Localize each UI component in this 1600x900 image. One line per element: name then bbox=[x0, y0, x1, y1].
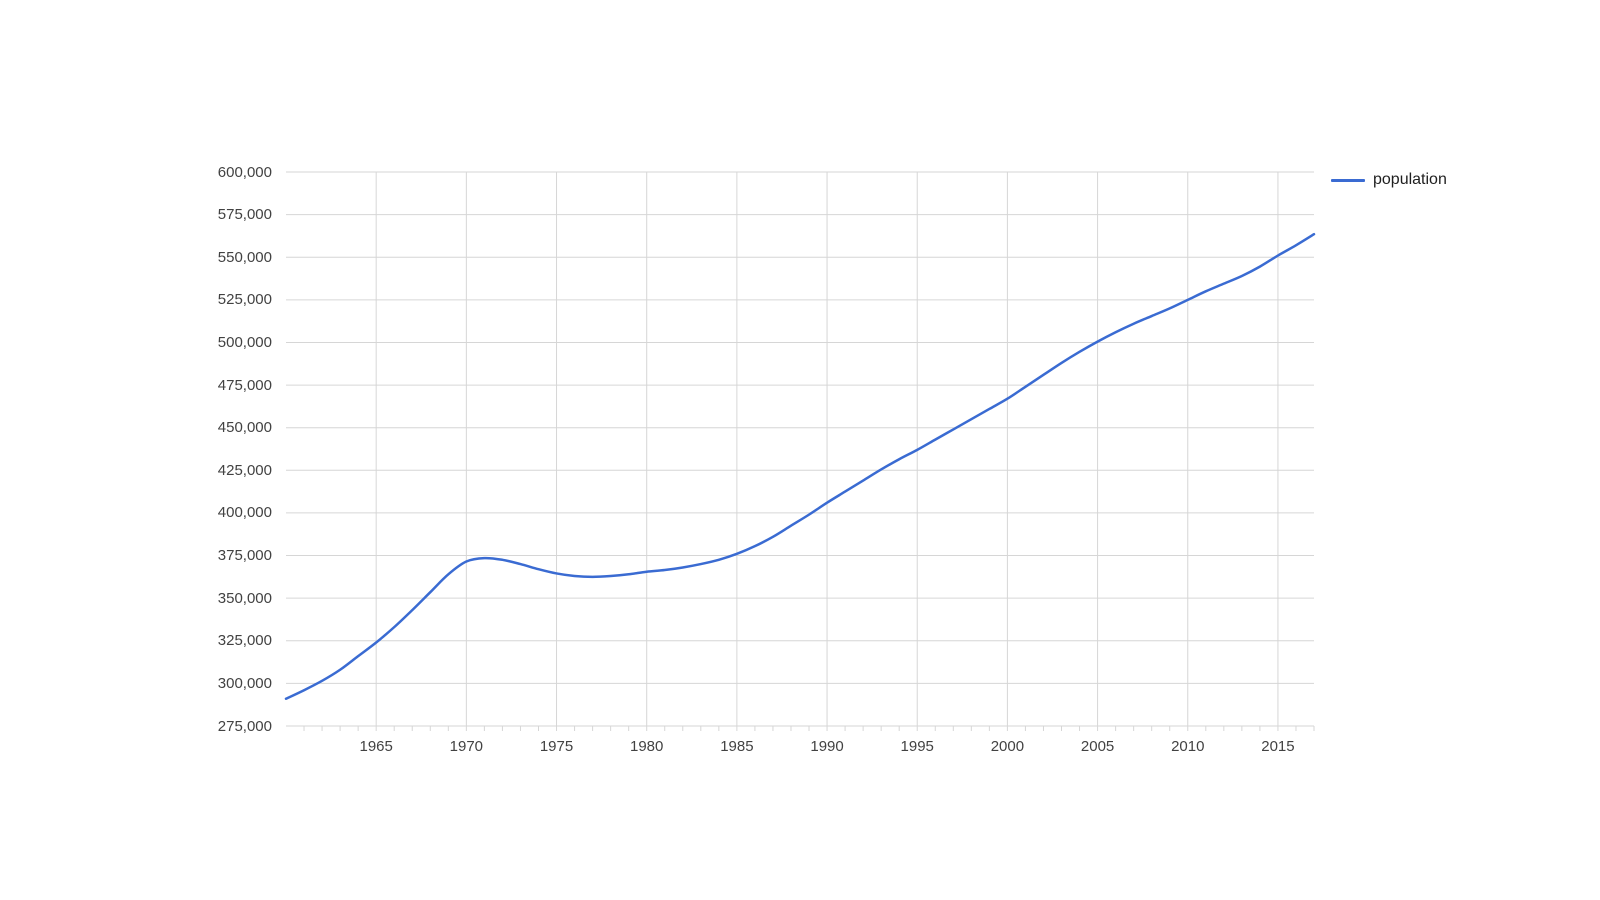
y-tick-label: 575,000 bbox=[217, 206, 272, 224]
y-tick-label: 425,000 bbox=[217, 461, 272, 479]
x-tick-label: 2015 bbox=[1261, 738, 1295, 755]
legend-line-swatch bbox=[1331, 178, 1365, 182]
y-tick-label: 500,000 bbox=[217, 333, 272, 351]
y-tick-label: 275,000 bbox=[217, 717, 272, 735]
axis-ticks bbox=[303, 726, 1315, 731]
y-tick-label: 300,000 bbox=[217, 674, 272, 692]
legend-label: population bbox=[1373, 171, 1447, 188]
x-tick-label: 1990 bbox=[810, 738, 844, 755]
y-tick-label: 525,000 bbox=[217, 291, 272, 309]
y-tick-label: 350,000 bbox=[217, 589, 272, 607]
x-tick-label: 1995 bbox=[900, 738, 934, 755]
y-tick-label: 400,000 bbox=[217, 504, 272, 522]
x-tick-label: 1980 bbox=[630, 738, 664, 755]
x-tick-label: 1985 bbox=[720, 738, 754, 755]
y-tick-label: 375,000 bbox=[217, 547, 272, 565]
population-series-line bbox=[284, 232, 1316, 700]
y-tick-label: 325,000 bbox=[217, 632, 272, 650]
x-tick-label: 2000 bbox=[990, 738, 1025, 755]
y-tick-label: 450,000 bbox=[217, 419, 272, 437]
x-tick-label: 2005 bbox=[1080, 738, 1115, 755]
x-tick-label: 1970 bbox=[449, 738, 484, 755]
y-tick-label: 475,000 bbox=[217, 376, 272, 394]
gridlines bbox=[286, 171, 1314, 731]
y-tick-label: 550,000 bbox=[217, 248, 272, 266]
y-tick-label: 600,000 bbox=[217, 163, 272, 181]
legend: population bbox=[1331, 170, 1447, 190]
x-tick-label: 2010 bbox=[1171, 738, 1205, 755]
x-tick-label: 1965 bbox=[359, 738, 393, 755]
x-tick-label: 1975 bbox=[539, 738, 574, 755]
